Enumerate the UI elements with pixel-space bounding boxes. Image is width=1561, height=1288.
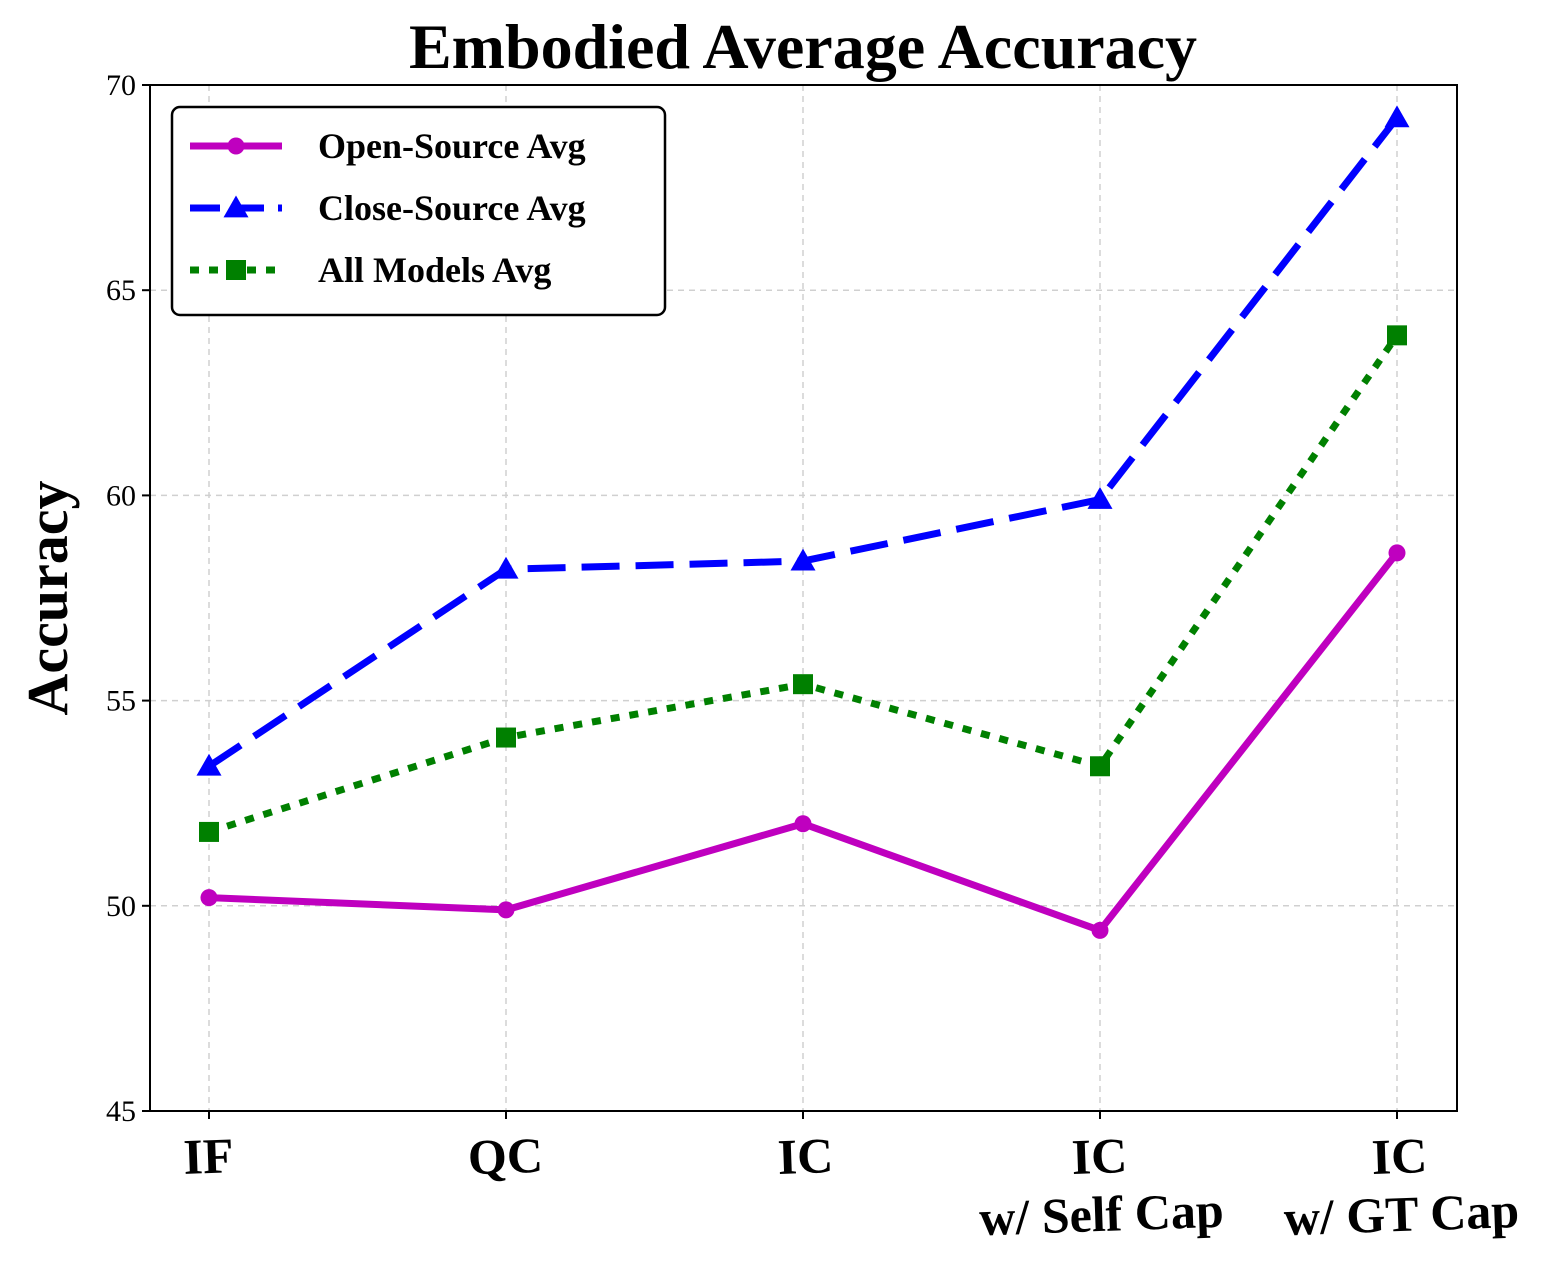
chart-title: Embodied Average Accuracy <box>409 11 1197 82</box>
x-tick-label-line: IC <box>777 1127 834 1185</box>
x-tick-label-line: IC <box>1071 1127 1128 1185</box>
y-tick-label: 65 <box>106 274 136 307</box>
data-point-circle <box>227 137 245 155</box>
data-point-circle <box>1388 544 1406 562</box>
x-tick-label: QC <box>467 1127 544 1186</box>
data-point-triangle <box>493 556 519 579</box>
legend: Open-Source Avg Close-Source Avg All Model… <box>170 105 667 317</box>
x-tick-label-line: IF <box>182 1127 234 1185</box>
legend-box <box>170 105 667 317</box>
data-point-square <box>226 260 246 280</box>
data-point-circle <box>200 889 218 907</box>
x-tick-label-line: QC <box>467 1127 544 1186</box>
data-point-triangle <box>223 195 249 218</box>
data-point-square <box>496 727 516 748</box>
x-tick-label: ICw/ GT Cap <box>1281 1124 1520 1246</box>
y-tick-label: 60 <box>106 479 136 512</box>
y-tick-label: 55 <box>106 685 136 718</box>
data-point-triangle <box>1087 487 1113 509</box>
x-tick-label-line: w/ Self Cap <box>978 1182 1224 1246</box>
series-layer <box>196 105 1410 939</box>
data-point-triangle <box>1384 105 1410 128</box>
data-point-square <box>1387 325 1407 346</box>
x-tick-label: ICw/ Self Cap <box>976 1124 1224 1246</box>
series-all-models-avg <box>199 325 1407 842</box>
x-tick-label-line: w/ GT Cap <box>1283 1182 1520 1246</box>
legend-label: Open-Source Avg <box>318 126 586 166</box>
y-tick-label: 50 <box>106 890 136 923</box>
data-point-circle <box>497 901 515 919</box>
series-open-source-avg <box>200 544 1406 939</box>
data-point-triangle <box>790 548 816 571</box>
data-point-triangle <box>196 753 222 776</box>
y-axis-ticks: 45 50 55 60 65 70 <box>106 69 150 1128</box>
y-tick-label: 45 <box>106 1095 136 1128</box>
y-tick-label: 70 <box>106 69 136 102</box>
data-point-square <box>793 674 813 695</box>
x-tick-label: IC <box>777 1127 834 1185</box>
data-point-square <box>1090 756 1110 777</box>
series-line <box>208 550 1400 934</box>
x-tick-label-line: IC <box>1371 1127 1428 1185</box>
series-close-source-avg <box>196 105 1410 776</box>
y-axis-label: Accuracy <box>15 480 80 715</box>
data-point-circle <box>794 815 812 833</box>
legend-label: Close-Source Avg <box>318 188 586 228</box>
x-tick-label: IF <box>182 1127 234 1185</box>
legend-label: All Models Avg <box>318 250 551 290</box>
data-point-square <box>199 821 219 842</box>
data-point-circle <box>1091 921 1109 939</box>
